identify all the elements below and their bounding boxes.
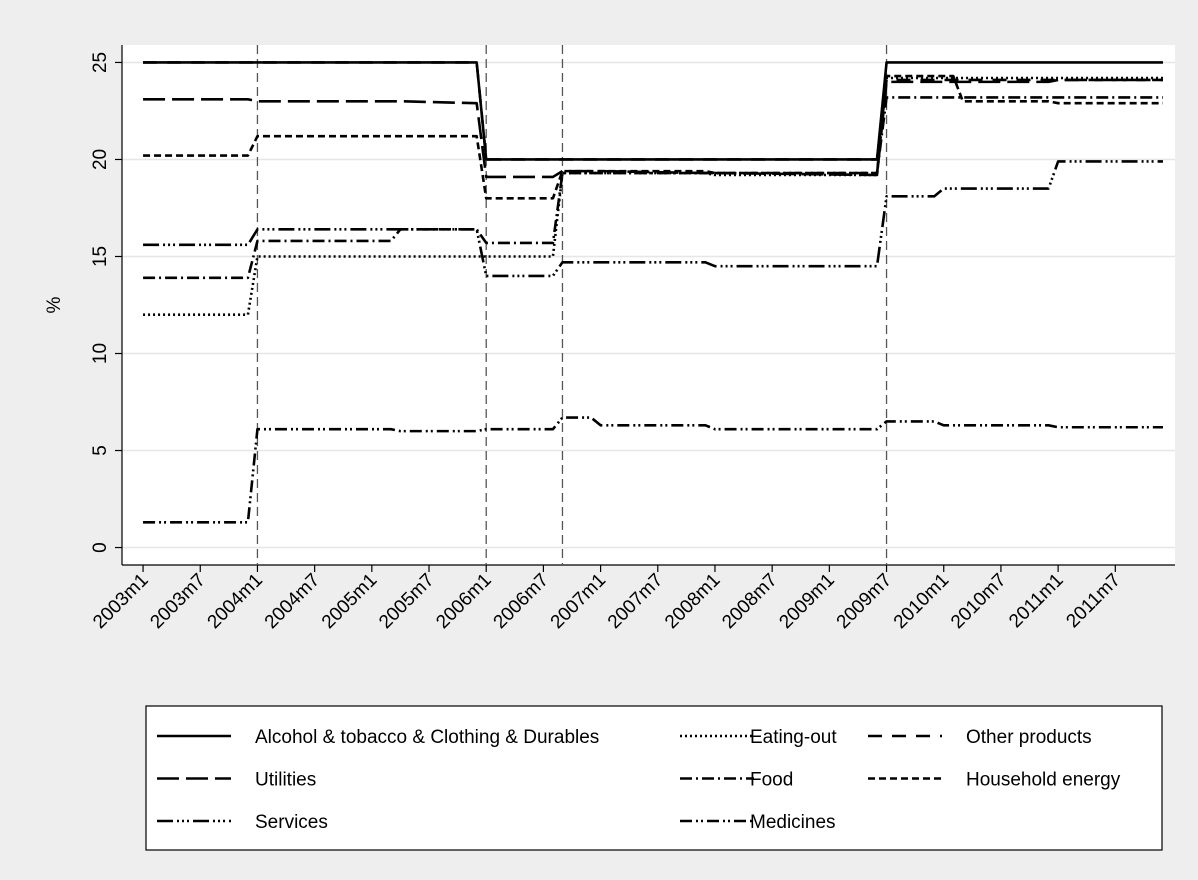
plot-area (122, 45, 1175, 565)
y-tick-label: 0 (90, 542, 111, 553)
legend-label: Medicines (750, 812, 836, 833)
y-tick-label: 10 (90, 343, 111, 364)
y-tick-label: 5 (90, 445, 111, 456)
legend-label: Utilities (255, 770, 316, 791)
y-tick-label: 25 (90, 52, 111, 73)
y-axis-title: % (44, 296, 65, 313)
y-tick-label: 20 (90, 149, 111, 170)
legend-label: Services (255, 812, 328, 833)
series-line (143, 61, 1163, 161)
y-tick-label: 15 (90, 246, 111, 267)
series-line (143, 416, 1163, 524)
series-line (143, 76, 1163, 316)
legend-label: Food (750, 770, 793, 791)
series-line (143, 78, 1163, 179)
series-line (143, 160, 1163, 278)
legend-label: Household energy (966, 770, 1121, 791)
series-line (143, 74, 1163, 200)
legend-box (145, 705, 1163, 851)
legend-label: Other products (966, 727, 1092, 748)
legend-label: Alcohol & tobacco & Clothing & Durables (255, 727, 599, 748)
legend-label: Eating-out (750, 727, 837, 748)
